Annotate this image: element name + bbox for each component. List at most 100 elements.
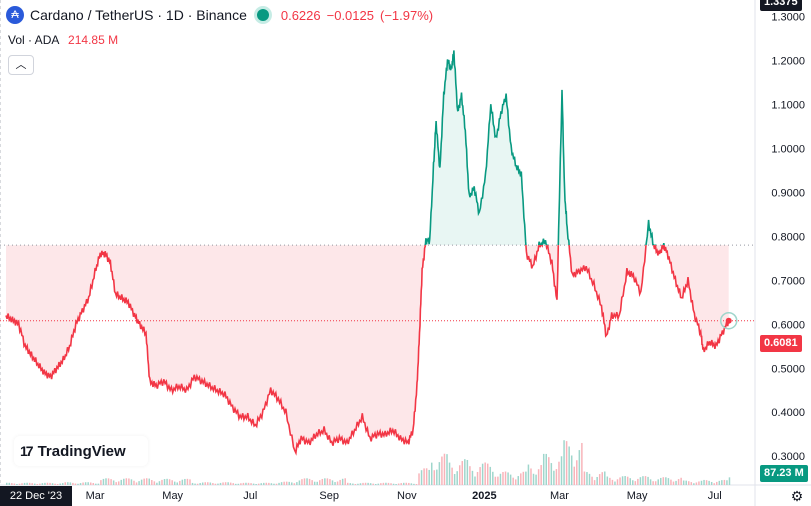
x-tick-label: Mar bbox=[86, 490, 105, 502]
volume-bar bbox=[133, 480, 135, 485]
volume-bar bbox=[395, 484, 397, 485]
volume-bar bbox=[573, 466, 575, 485]
volume-bar bbox=[179, 480, 181, 485]
volume-bar bbox=[336, 481, 339, 485]
volume-bar bbox=[217, 483, 219, 485]
volume-bar bbox=[59, 483, 61, 485]
volume-bar bbox=[153, 481, 156, 485]
volume-bar bbox=[464, 459, 466, 485]
volume-bar bbox=[665, 477, 667, 485]
volume-bar bbox=[507, 472, 509, 485]
volume-bar bbox=[163, 479, 166, 485]
tradingview-logo[interactable]: 17 TradingView bbox=[14, 436, 148, 466]
volume-bar bbox=[110, 479, 112, 485]
volume-bar bbox=[196, 483, 199, 485]
volume-bar bbox=[642, 476, 644, 485]
volume-bar bbox=[377, 483, 380, 485]
volume-bar bbox=[191, 482, 194, 485]
volume-bar bbox=[107, 478, 110, 485]
volume-value: 214.85 M bbox=[68, 33, 119, 47]
gear-icon[interactable]: ⚙ bbox=[790, 488, 804, 504]
volume-bar bbox=[654, 481, 657, 485]
volume-bar bbox=[420, 470, 423, 485]
volume-bar bbox=[158, 481, 161, 485]
volume-bar bbox=[598, 474, 601, 485]
volume-bar bbox=[560, 456, 563, 485]
volume-bar bbox=[550, 463, 553, 485]
volume-bar bbox=[436, 469, 438, 485]
volume-bar bbox=[77, 483, 79, 485]
volume-bar bbox=[660, 477, 662, 485]
volume-bar bbox=[341, 478, 344, 485]
volume-bar bbox=[662, 477, 665, 485]
volume-bar bbox=[359, 483, 362, 485]
y-tick-label: 0.3000 bbox=[771, 451, 805, 463]
y-tick-label: 1.1000 bbox=[771, 99, 805, 111]
volume-bar bbox=[710, 481, 713, 485]
volume-bar bbox=[530, 468, 532, 485]
volume-bar bbox=[207, 482, 209, 485]
volume-bar bbox=[522, 471, 525, 485]
volume-bar bbox=[405, 482, 408, 485]
volume-bar bbox=[466, 459, 469, 485]
last-point-ring bbox=[719, 311, 738, 330]
volume-bar bbox=[242, 482, 245, 485]
y-tick-label: 0.9000 bbox=[771, 187, 805, 199]
volume-bar bbox=[372, 483, 374, 485]
volume-bar bbox=[61, 483, 64, 485]
volume-bar bbox=[418, 473, 420, 485]
volume-bar bbox=[555, 469, 558, 485]
volume-bar bbox=[316, 481, 318, 485]
volume-bar bbox=[171, 480, 173, 485]
volume-bar bbox=[682, 480, 685, 485]
volume-bar bbox=[688, 481, 690, 485]
volume-bar bbox=[532, 473, 535, 485]
volume-bar bbox=[125, 478, 128, 485]
y-tick-label: 0.5000 bbox=[771, 363, 805, 375]
volume-bar bbox=[611, 479, 614, 485]
volume-bar bbox=[481, 463, 484, 485]
volume-bar bbox=[703, 479, 705, 485]
volume-bar bbox=[313, 481, 316, 485]
volume-bar bbox=[54, 483, 56, 485]
volume-bar bbox=[588, 473, 591, 485]
volume-bar bbox=[520, 473, 522, 485]
collapse-legend-button[interactable]: ︿ bbox=[8, 55, 34, 75]
volume-bar bbox=[84, 482, 87, 485]
volume-bar bbox=[667, 478, 670, 485]
current-volume-badge: 87.23 M bbox=[760, 465, 808, 482]
volume-bar bbox=[151, 480, 153, 485]
volume-bar bbox=[634, 481, 637, 485]
volume-bar bbox=[458, 465, 461, 485]
volume-bar bbox=[166, 478, 168, 485]
volume-bar bbox=[492, 471, 494, 485]
volume-bar bbox=[672, 481, 675, 485]
volume-bar bbox=[484, 462, 486, 485]
volume-bar bbox=[604, 471, 606, 485]
volume-bar bbox=[616, 479, 619, 485]
volume-bar bbox=[72, 482, 74, 485]
volume-bar bbox=[443, 453, 446, 485]
volume-bar bbox=[39, 483, 41, 485]
volume-bar bbox=[41, 483, 44, 485]
volume-bar bbox=[433, 470, 436, 485]
volume-bar bbox=[553, 470, 555, 485]
market-open-dot-icon bbox=[256, 9, 269, 21]
volume-bar bbox=[581, 442, 583, 485]
price-change-percent: (−1.97%) bbox=[379, 7, 434, 23]
volume-bar bbox=[31, 483, 33, 485]
volume-bar bbox=[140, 479, 143, 485]
x-tick-label: May bbox=[627, 490, 648, 502]
volume-bar bbox=[677, 479, 680, 485]
volume-bar bbox=[212, 483, 214, 485]
volume-bar bbox=[181, 479, 184, 485]
volume-bar bbox=[568, 446, 570, 485]
volume-bar bbox=[402, 482, 405, 485]
volume-bar bbox=[209, 482, 212, 485]
volume-bar bbox=[275, 483, 278, 485]
volume-bar bbox=[69, 482, 72, 485]
volume-bar bbox=[285, 481, 288, 485]
symbol-title[interactable]: Cardano / TetherUS · 1D · Binance bbox=[30, 7, 247, 23]
